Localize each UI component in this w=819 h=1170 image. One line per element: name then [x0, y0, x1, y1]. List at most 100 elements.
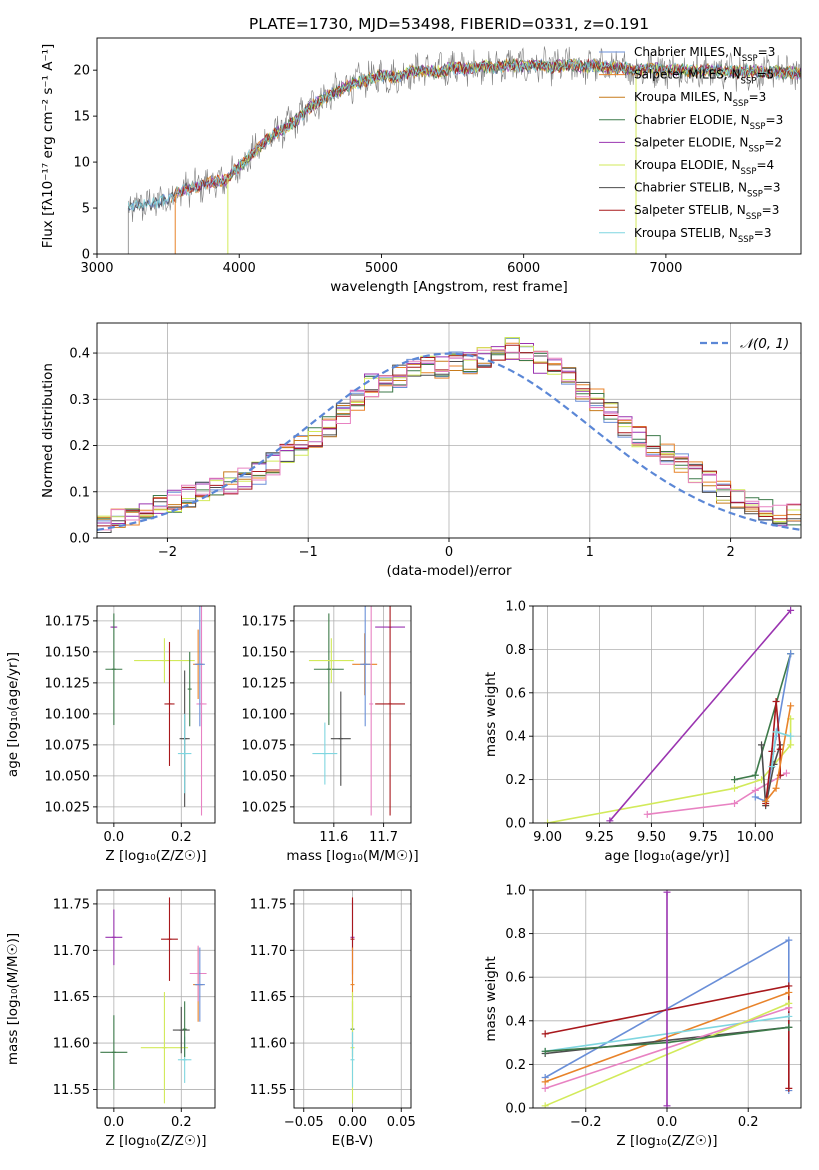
y-tick-label: 20: [73, 64, 90, 79]
y-tick-label: 0.8: [505, 927, 526, 942]
y-tick-label: 0.1: [69, 485, 90, 500]
mass-weight-marker: [785, 1023, 793, 1031]
normal-reference-curve: [97, 352, 801, 531]
y-axis-label: age [log₁₀(age/yr)]: [5, 652, 21, 777]
x-tick-label: −0.05: [284, 1115, 324, 1130]
panel-mass-vs-metallicity: 0.0 0.2 11.55 11.60 11.65 11.70 11.75 Z [log₁₀(…: [5, 889, 216, 1149]
y-tick-label: 11.65: [250, 990, 287, 1005]
y-tick-label: 0.2: [69, 439, 90, 454]
x-tick-label: 0.2: [171, 1115, 192, 1130]
mass-weight-marker: [785, 982, 793, 990]
y-tick-label: 10.050: [242, 769, 288, 784]
x-axis-label: Z [log₁₀(Z/Z☉)]: [616, 1133, 717, 1149]
x-tick-label: 5000: [365, 261, 398, 276]
gridlines: [294, 606, 411, 823]
mass-weight-marker: [787, 702, 795, 710]
y-tick-label: 0.4: [505, 1014, 526, 1029]
y-tick-label: 0.4: [69, 347, 90, 362]
y-tick-label: 11.70: [250, 944, 287, 959]
y-tick-label: 0.6: [505, 971, 526, 986]
y-tick-label: 10: [73, 156, 90, 171]
mass-weight-marker: [785, 936, 793, 944]
x-tick-label: 1: [586, 545, 594, 560]
mass-weight-marker: [785, 999, 793, 1007]
y-tick-label: 10.150: [242, 645, 288, 660]
y-tick-label: 1.0: [505, 884, 526, 899]
mass-weight-marker: [772, 697, 780, 705]
plot-area: [97, 890, 215, 1108]
y-tick-label: 1.0: [505, 600, 526, 615]
panel-age-vs-mass: 11.6 11.7 10.025 10.050 10.075 10.100 10.125 10…: [242, 605, 419, 864]
axes-frame: [96, 605, 216, 824]
y-axis-label: Normed distribution: [40, 363, 56, 498]
mass-weight-marker: [758, 741, 766, 749]
mass-weight-marker: [541, 1030, 549, 1038]
mass-weight-marker: [787, 650, 795, 658]
mass-weight-marker: [731, 799, 739, 807]
x-axis-label: Z [log₁₀(Z/Z☉)]: [105, 1133, 206, 1149]
plot-area: [97, 606, 215, 823]
x-tick-label: 6000: [507, 261, 540, 276]
mass-weight-line: [760, 744, 781, 806]
mass-weight-marker: [541, 1078, 549, 1086]
legend-entry: 𝒩(0, 1): [740, 336, 789, 352]
y-tick-label: 0.2: [505, 773, 526, 788]
y-axis-label: Flux [fλ10⁻¹⁷ erg cm⁻² s⁻¹ A⁻¹]: [40, 44, 56, 249]
model-spectrum-line: [170, 57, 801, 202]
mass-weight-marker: [762, 797, 770, 805]
mass-weight-line: [609, 609, 792, 822]
mass-weight-marker: [606, 817, 614, 823]
x-tick-label: 0.05: [387, 1115, 416, 1130]
y-tick-label: 0.3: [69, 393, 90, 408]
x-tick-label: 9.00: [533, 830, 562, 845]
x-tick-label: 3000: [80, 261, 113, 276]
axes-frame: [96, 889, 216, 1109]
plot-area: [97, 323, 801, 538]
mass-weight-marker: [785, 988, 793, 996]
x-tick-label: 9.25: [585, 830, 614, 845]
y-tick-label: 10.125: [242, 676, 288, 691]
mass-weight-marker: [785, 1084, 793, 1092]
panel-mass-weight-vs-age: 9.00 9.25 9.50 9.75 10.00 0.0 0.2 0.4 0.6 0.8 1.0 a…: [483, 600, 802, 864]
plot-area: [294, 606, 411, 823]
mass-weight-marker: [541, 1102, 549, 1108]
mass-weight-marker: [731, 784, 739, 792]
x-tick-label: −1: [299, 545, 318, 560]
y-axis-label: mass weight: [483, 672, 499, 757]
y-tick-label: 0.0: [505, 817, 526, 832]
y-tick-label: 10.100: [242, 707, 288, 722]
x-tick-label: 0.0: [104, 1115, 125, 1130]
x-axis-label: mass [log₁₀(M/M☉)]: [286, 848, 418, 864]
mass-weight-marker: [731, 776, 739, 784]
y-tick-label: 0.0: [505, 1102, 526, 1117]
y-tick-label: 11.55: [250, 1083, 287, 1098]
y-tick-label: 10.025: [45, 800, 91, 815]
mass-weight-marker: [787, 741, 795, 749]
x-axis-label: age [log₁₀(age/yr)]: [604, 848, 729, 864]
y-tick-label: 5: [82, 202, 90, 217]
x-tick-label: 0.2: [738, 1115, 759, 1130]
histogram-step: [97, 349, 801, 531]
panel-residual-histogram: −2 −1 0 1 2 0.0 0.1 0.2 0.3 0.4 (data-model)/error…: [40, 322, 802, 579]
x-tick-label: 0.00: [338, 1115, 367, 1130]
mass-weight-marker: [544, 819, 552, 823]
mass-weight-marker: [772, 728, 780, 736]
x-tick-label: 0.2: [171, 830, 192, 845]
y-tick-label: 10.125: [45, 676, 91, 691]
y-tick-label: 11.55: [53, 1083, 90, 1098]
axes-frame: [293, 605, 412, 824]
x-tick-label: 2: [726, 545, 734, 560]
mass-weight-marker: [787, 732, 795, 740]
y-tick-label: 0.0: [69, 532, 90, 547]
y-tick-label: 0.6: [505, 686, 526, 701]
x-tick-label: 9.50: [637, 830, 666, 845]
x-tick-label: 9.75: [689, 830, 718, 845]
mass-weight-marker: [751, 793, 759, 801]
y-tick-label: 0.8: [505, 643, 526, 658]
y-tick-label: 11.70: [53, 944, 90, 959]
mass-weight-marker: [541, 1084, 549, 1092]
mass-weight-line: [754, 653, 792, 803]
x-tick-label: 0: [445, 545, 453, 560]
mass-weight-marker: [787, 606, 795, 614]
y-tick-label: 10.175: [242, 614, 288, 629]
